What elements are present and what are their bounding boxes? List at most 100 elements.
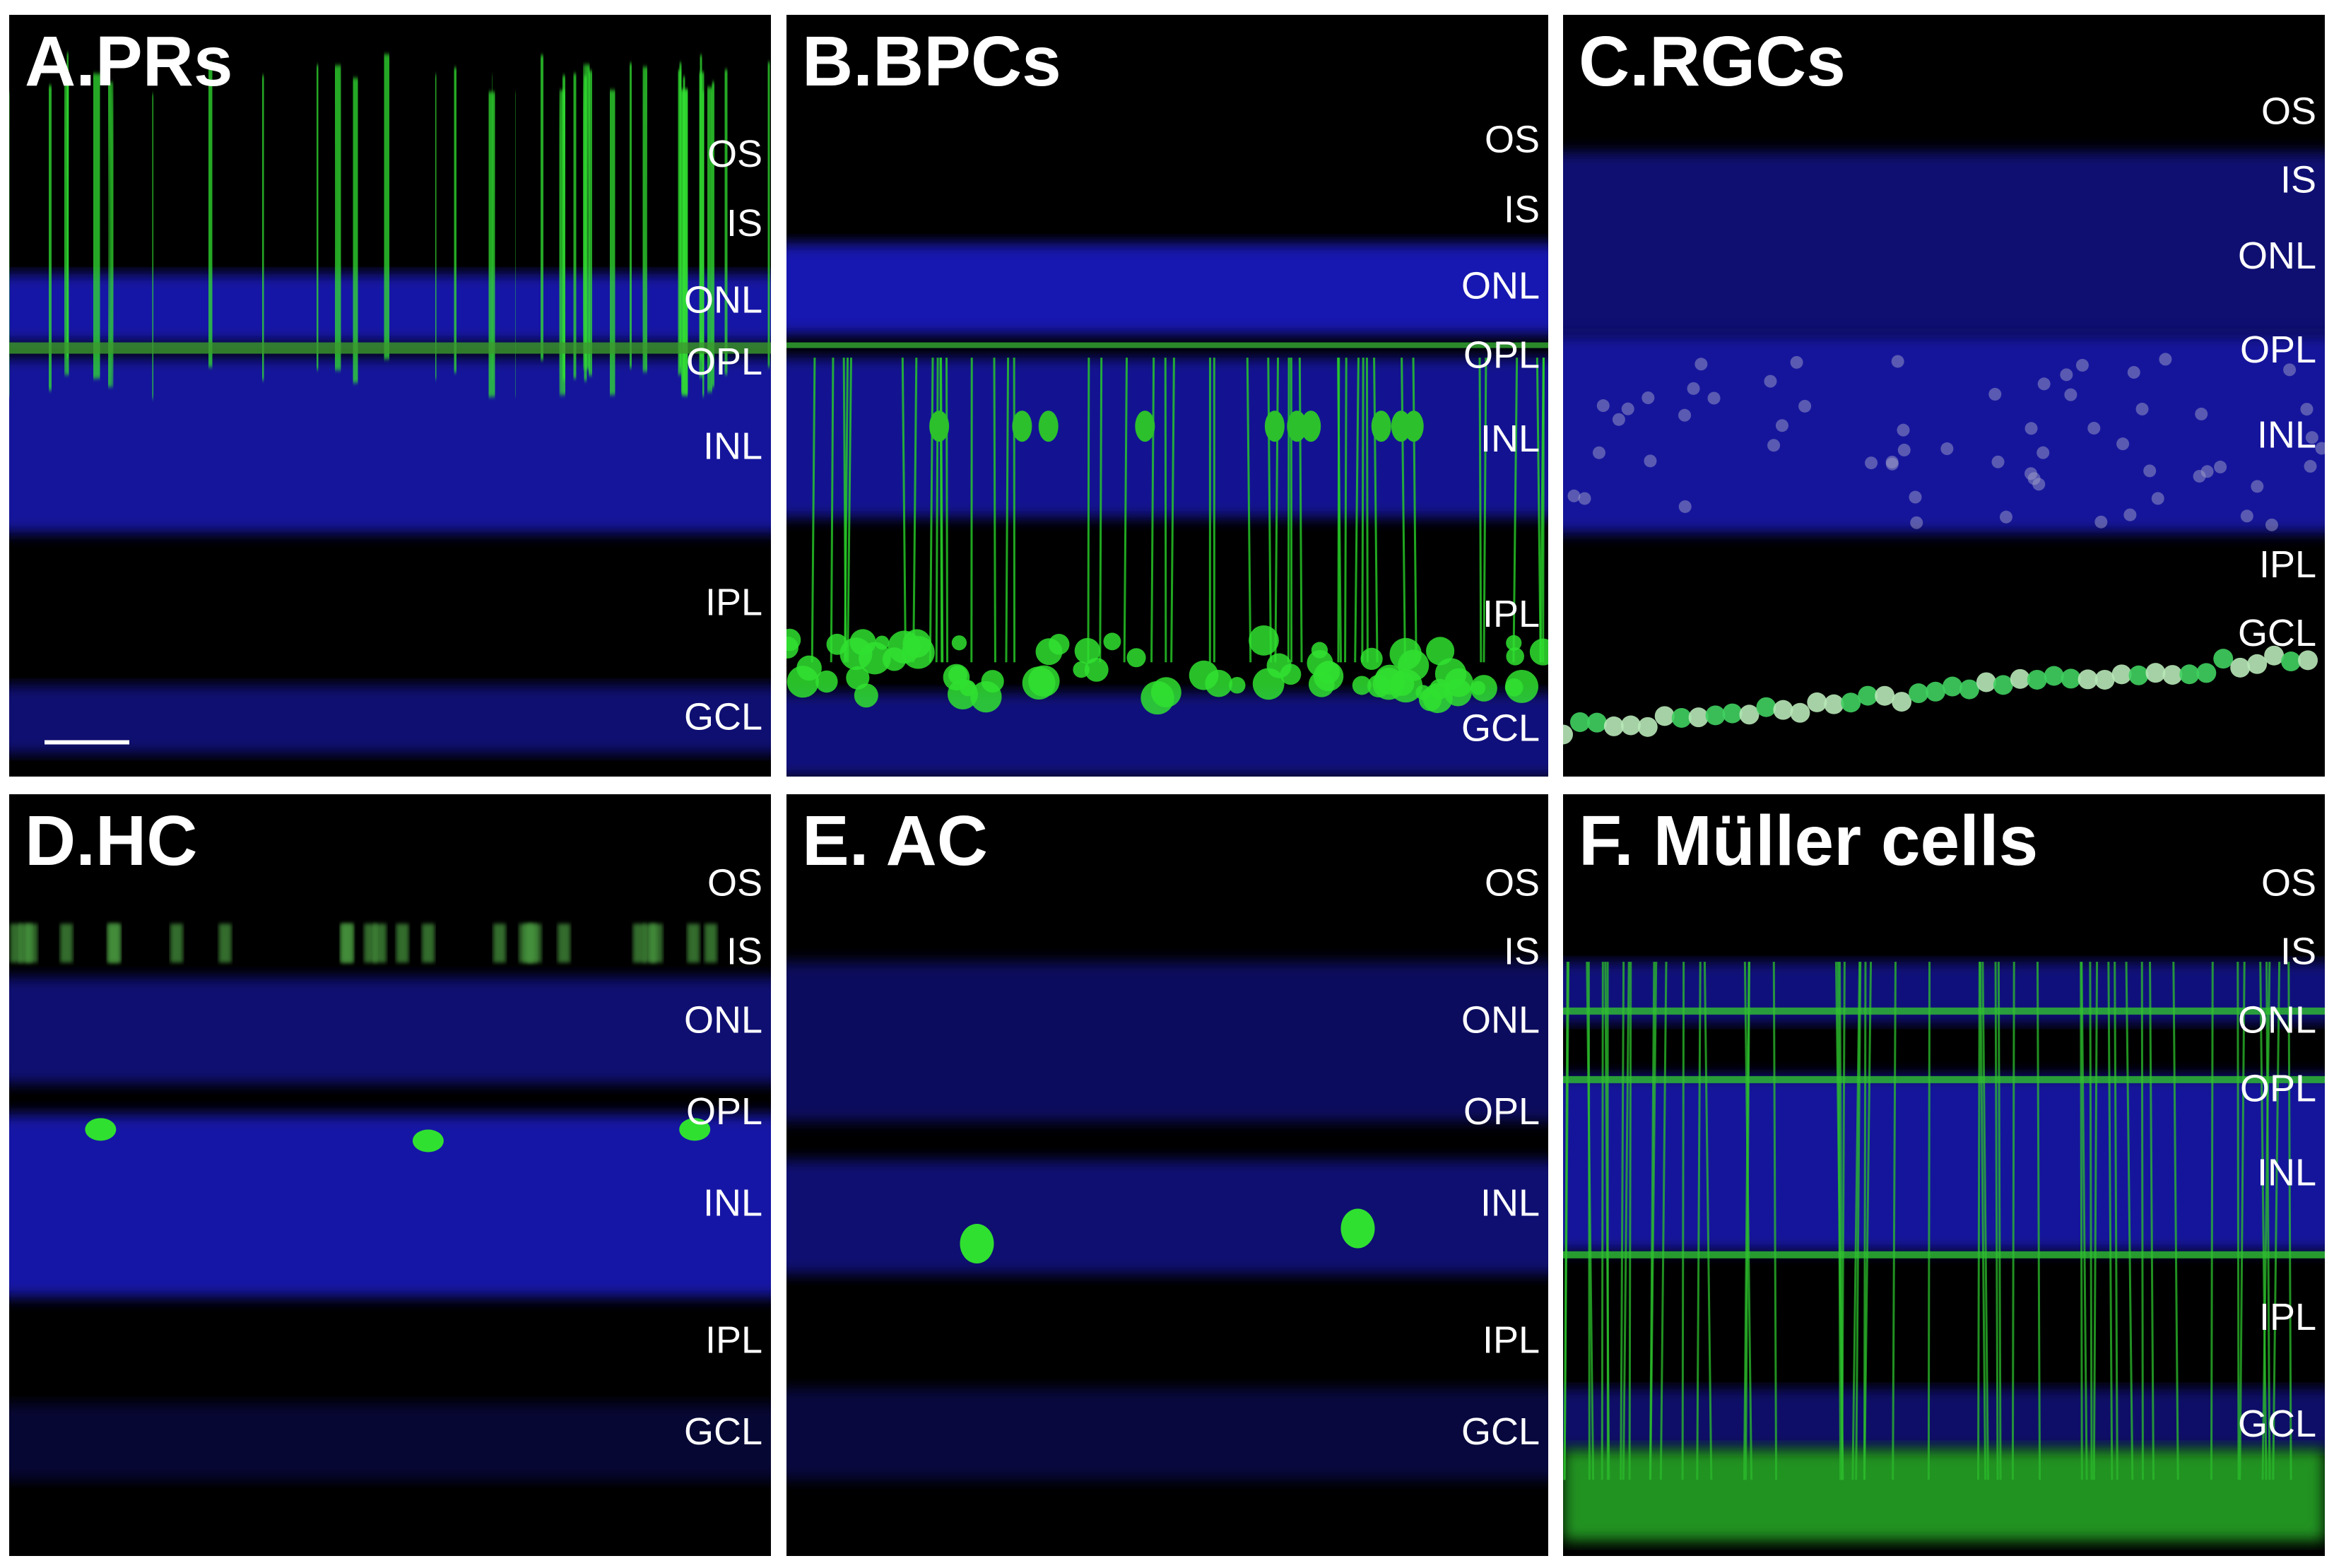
nucleus	[2195, 407, 2208, 420]
muller-fiber	[1851, 962, 1861, 1480]
photoreceptor	[601, 89, 624, 396]
cone-is	[10, 924, 23, 963]
nucleus	[2060, 368, 2073, 382]
photoreceptor	[480, 91, 504, 398]
horizontal-cell	[412, 1129, 444, 1153]
nuclear-layer	[9, 1114, 771, 1297]
muller-fiber	[2114, 962, 2118, 1480]
muller-fiber	[1604, 962, 1610, 1480]
muller-fiber	[1976, 962, 1981, 1480]
bipolar-axon	[1150, 358, 1155, 663]
opl-band	[786, 342, 1548, 348]
muller-fiber	[1981, 962, 1989, 1480]
bipolar-axon	[1298, 358, 1303, 663]
photoreceptor	[621, 63, 640, 368]
bipolar-axon	[1287, 358, 1290, 663]
soma	[1371, 411, 1391, 442]
horizontal-cell	[85, 1118, 117, 1141]
ganglion-cell	[2145, 663, 2166, 683]
bipolar-axon	[1354, 358, 1360, 663]
ganglion-cell	[1909, 683, 1929, 704]
muller-fiber	[1994, 962, 1999, 1480]
nucleus	[1909, 490, 1922, 504]
nucleus	[1764, 375, 1777, 388]
ganglion-cell	[2094, 669, 2115, 690]
layer-label: IPL	[1483, 593, 1540, 635]
micrograph-panel: B.BPCs OS IS ONL OPL INL IPL GCL	[786, 15, 1548, 777]
panel-title: B.BPCs	[802, 22, 1061, 101]
panel-title: C.RGCs	[1579, 22, 1846, 101]
terminal	[1035, 638, 1063, 666]
nucleus	[1988, 387, 2002, 401]
nuclear-layer	[9, 685, 771, 754]
muller-fiber	[1622, 962, 1630, 1480]
layer-label: IS	[1504, 931, 1540, 973]
muller-fiber	[2287, 962, 2292, 1480]
nucleus	[1940, 442, 1954, 456]
nucleus	[1621, 402, 1634, 415]
soma	[1012, 411, 1032, 442]
ganglion-cell	[2077, 669, 2098, 690]
ganglion-cell	[1790, 702, 1810, 723]
nucleus	[1687, 382, 1700, 395]
bipolar-axon	[1123, 358, 1128, 663]
terminal	[1249, 625, 1279, 656]
ganglion-cell	[2061, 668, 2081, 689]
photoreceptor	[257, 75, 270, 381]
photoreceptor	[328, 64, 348, 371]
layer-label: OPL	[686, 1090, 762, 1133]
cone-is	[108, 924, 122, 963]
nucleus	[1910, 516, 1923, 529]
micrograph	[9, 794, 771, 1556]
layer-label: OPL	[1463, 334, 1540, 376]
nucleus	[2265, 518, 2278, 531]
soma	[929, 411, 950, 442]
nuclear-layer	[1563, 1388, 2325, 1450]
muller-fiber	[2259, 962, 2268, 1480]
nuclear-layer	[786, 962, 1548, 1122]
horizontal-cell	[679, 1118, 711, 1141]
soma	[1287, 411, 1307, 442]
muller-fiber	[1703, 962, 1713, 1480]
micrograph	[1563, 794, 2325, 1556]
cone-is	[396, 924, 409, 963]
muller-fiber	[2092, 962, 2099, 1480]
nucleus	[1678, 408, 1692, 422]
terminal	[854, 683, 878, 708]
terminal	[1389, 668, 1423, 703]
cone-is	[632, 924, 646, 963]
muller-fiber	[1628, 962, 1632, 1480]
muller-fiber	[2036, 962, 2041, 1480]
nucleus	[1885, 455, 1899, 468]
photoreceptor	[719, 69, 733, 375]
layer-label: ONL	[2238, 999, 2316, 1042]
bipolar-axon	[1087, 358, 1090, 663]
micrograph-panel: C.RGCs OS IS ONL OPL INL IPL GCL	[1563, 15, 2325, 777]
nucleus	[2075, 358, 2089, 372]
terminal	[1228, 676, 1246, 694]
layer-label: OPL	[2240, 329, 2316, 371]
ganglion-cell	[1959, 679, 1979, 700]
nucleus	[2094, 515, 2108, 529]
layer-label: ONL	[1461, 999, 1540, 1042]
layer-label: OS	[707, 862, 762, 904]
terminal	[875, 635, 890, 650]
muller-fiber	[1743, 962, 1750, 1480]
nuclear-layer	[9, 358, 771, 534]
bipolar-axon	[1401, 358, 1406, 663]
nucleus	[1678, 500, 1692, 513]
ganglion-cell	[1756, 697, 1776, 717]
photoreceptor	[534, 54, 550, 360]
micrograph-panel: F. Müller cells OS IS ONL OPL INL IPL GCL	[1563, 794, 2325, 1556]
soma	[1391, 411, 1411, 442]
muller-fiber	[1586, 962, 1595, 1480]
panel-title: A.PRs	[25, 22, 233, 101]
layer-label: IPL	[1483, 1319, 1540, 1361]
layer-label: IS	[726, 202, 762, 244]
nucleus	[2151, 492, 2164, 505]
bipolar-axon	[1344, 358, 1348, 663]
bipolar-axon	[945, 358, 949, 663]
limiting-band	[1563, 1075, 2325, 1083]
muller-fiber	[1841, 962, 1846, 1480]
muller-fiber	[2239, 962, 2246, 1480]
